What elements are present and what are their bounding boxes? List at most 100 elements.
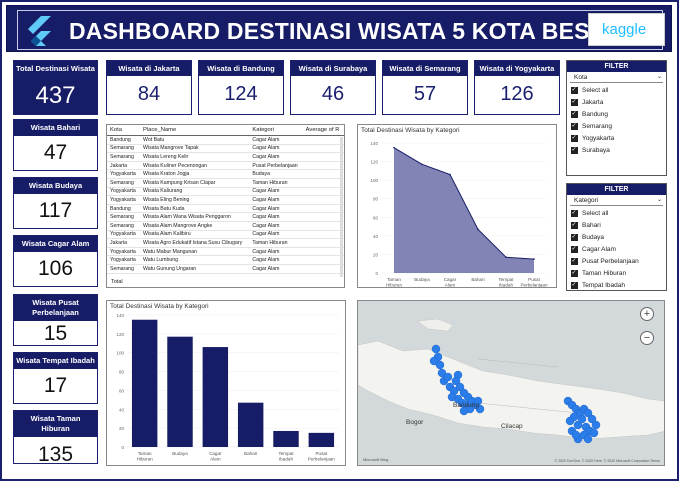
bar[interactable]: [237, 402, 264, 447]
table-row[interactable]: Semarang Watu Gunung Ungaran Cagar Alam: [107, 264, 344, 274]
table-row[interactable]: Jakarta Wisata Agro Edukatif Istana Susu …: [107, 238, 344, 248]
kpi-card-wisata-di-jakarta[interactable]: Wisata di Jakarta 84: [106, 60, 192, 115]
map-point-marker[interactable]: [443, 372, 453, 382]
data-point[interactable]: [393, 146, 395, 149]
table-row[interactable]: Semarang Wisata Alam Wana Wisata Penggaro…: [107, 212, 344, 222]
table-header-cell[interactable]: Kategori: [249, 125, 303, 136]
table-header-cell[interactable]: Average of R: [302, 125, 344, 136]
map-point-marker[interactable]: [577, 414, 587, 424]
bar[interactable]: [308, 432, 335, 447]
filter-kota-option[interactable]: Semarang: [567, 120, 666, 132]
filter-kota[interactable]: FILTER Kota ⌄ Select all Jakarta Bandung Se…: [566, 60, 667, 176]
map-canvas[interactable]: [358, 301, 665, 466]
filter-kota-option[interactable]: Surabaya: [567, 144, 666, 156]
checkbox-checked-icon[interactable]: [571, 209, 578, 217]
kpi-card-wisata-bahari[interactable]: Wisata Bahari 47: [13, 119, 98, 171]
table-row[interactable]: Jakarta Wisata Kuliner Pecenongan Pusat Pe…: [107, 161, 344, 171]
table-row[interactable]: Yogyakarta Wisata Alam Kalibiru Cagar Alam: [107, 230, 344, 240]
bar[interactable]: [273, 430, 299, 447]
map-point-marker[interactable]: [583, 408, 593, 418]
checkbox-checked-icon[interactable]: [571, 257, 578, 265]
checkbox-checked-icon[interactable]: [571, 281, 578, 289]
bar[interactable]: [202, 347, 229, 447]
table-row[interactable]: Yogyakarta Watu Mabur Mangunan Cagar Alam: [107, 247, 344, 257]
map-point-marker[interactable]: [591, 420, 601, 430]
map-point-marker[interactable]: [589, 428, 599, 438]
table-row[interactable]: Semarang Wisata Alam Mangrove Angke Cagar …: [107, 221, 344, 231]
filter-kategori-option[interactable]: Cagar Alam: [567, 243, 666, 255]
map-point-marker[interactable]: [587, 414, 597, 424]
checkbox-checked-icon[interactable]: [571, 221, 578, 229]
table-row[interactable]: Semarang Wisata Lereng Kelir Cagar Alam: [107, 152, 344, 162]
checkbox-checked-icon[interactable]: [571, 233, 578, 241]
table-row[interactable]: Yogyakarta Wisata Eling Bening Cagar Alam: [107, 195, 344, 205]
filter-kota-option[interactable]: Jakarta: [567, 96, 666, 108]
filter-kategori-option[interactable]: Select all: [567, 207, 666, 219]
places-table-card[interactable]: Kota Place_Name Kategori Average of R Bandu…: [106, 124, 345, 288]
table-header-cell[interactable]: Kota: [107, 125, 141, 136]
table-row[interactable]: Bandung Wot Batu Cagar Alam: [107, 135, 344, 145]
map-point-marker[interactable]: [583, 434, 593, 444]
filter-kategori-option[interactable]: Pusat Perbelanjaan: [567, 255, 666, 267]
filter-kota-option[interactable]: Bandung: [567, 108, 666, 120]
map-point-marker[interactable]: [431, 344, 441, 354]
kpi-card-wisata-di-surabaya[interactable]: Wisata di Surabaya 46: [290, 60, 376, 115]
checkbox-checked-icon[interactable]: [571, 269, 578, 277]
map-point-marker[interactable]: [455, 382, 465, 392]
map-card[interactable]: Bogor Bandung Cilacap + − Microsoft Bing…: [357, 300, 665, 466]
bar[interactable]: [131, 319, 158, 447]
data-point[interactable]: [533, 258, 535, 260]
area-chart-card[interactable]: Total Destinasi Wisata by Kategori 0 20 40…: [357, 124, 557, 288]
map-point-marker[interactable]: [473, 396, 483, 406]
checkbox-checked-icon[interactable]: [571, 134, 578, 142]
data-point[interactable]: [421, 163, 423, 166]
map-point-marker[interactable]: [447, 392, 457, 402]
filter-kategori-option[interactable]: Bahari: [567, 219, 666, 231]
kpi-card-wisata-di-yogyakarta[interactable]: Wisata di Yogyakarta 126: [474, 60, 560, 115]
bar[interactable]: [167, 336, 193, 447]
data-point[interactable]: [477, 228, 479, 231]
kpi-card-wisata-di-bandung[interactable]: Wisata di Bandung 124: [198, 60, 284, 115]
table-row[interactable]: Yogyakarta Wisata Kaliurang Cagar Alam: [107, 187, 344, 197]
checkbox-checked-icon[interactable]: [571, 146, 578, 154]
checkbox-checked-icon[interactable]: [571, 122, 578, 130]
filter-kategori-option[interactable]: Budaya: [567, 231, 666, 243]
map-point-marker[interactable]: [451, 376, 461, 386]
bar-chart-card[interactable]: Total Destinasi Wisata by Kategori 0 20 40…: [106, 300, 346, 466]
table-row[interactable]: Semarang Wisata Kampung Krisan Clapar Tama…: [107, 178, 344, 188]
checkbox-checked-icon[interactable]: [571, 110, 578, 118]
filter-kategori-option[interactable]: Tempat Ibadah: [567, 279, 666, 291]
checkbox-checked-icon[interactable]: [571, 86, 578, 94]
table-scrollbar[interactable]: [340, 137, 343, 277]
filter-kategori-option[interactable]: Taman Hiburan: [567, 267, 666, 279]
map-point-marker[interactable]: [571, 430, 581, 440]
map-point-marker[interactable]: [429, 356, 439, 366]
table-row[interactable]: Yogyakarta Wisata Kraton Jogja Budaya: [107, 169, 344, 179]
kpi-card-total-destinasi-wisata[interactable]: Total Destinasi Wisata 437: [13, 60, 98, 115]
kpi-card-wisata-taman-hiburan[interactable]: Wisata Taman Hiburan 135: [13, 410, 98, 466]
filter-kota-option[interactable]: Yogyakarta: [567, 132, 666, 144]
map-point-marker[interactable]: [459, 388, 469, 398]
zoom-in-button[interactable]: +: [640, 307, 654, 321]
kpi-card-wisata-cagar-alam[interactable]: Wisata Cagar Alam 106: [13, 235, 98, 287]
map-point-marker[interactable]: [435, 360, 445, 370]
kpi-card-wisata-tempat-ibadah[interactable]: Wisata Tempat Ibadah 17: [13, 352, 98, 404]
checkbox-checked-icon[interactable]: [571, 245, 578, 253]
data-point[interactable]: [449, 173, 451, 176]
filter-kota-dropdown[interactable]: Kota ⌄: [570, 73, 663, 83]
zoom-out-button[interactable]: −: [640, 331, 654, 345]
map-point-marker[interactable]: [459, 406, 469, 416]
filter-kategori[interactable]: FILTER Kategori ⌄ Select all Bahari Budaya…: [566, 183, 667, 291]
filter-kota-option[interactable]: Select all: [567, 84, 666, 96]
checkbox-checked-icon[interactable]: [571, 98, 578, 106]
table-row[interactable]: Yogyakarta Watu Lumbung Cagar Alam: [107, 255, 344, 265]
map-point-marker[interactable]: [437, 368, 447, 378]
kpi-card-wisata-pusat-perbelanjaan[interactable]: Wisata Pusat Perbelanjaan 15: [13, 294, 98, 346]
map-point-marker[interactable]: [565, 416, 575, 426]
map-point-marker[interactable]: [475, 404, 485, 414]
kpi-card-wisata-di-semarang[interactable]: Wisata di Semarang 57: [382, 60, 468, 115]
table-header-cell[interactable]: Place_Name: [140, 125, 250, 136]
kpi-card-wisata-budaya[interactable]: Wisata Budaya 117: [13, 177, 98, 229]
table-row[interactable]: Semarang Wisata Mangrove Tapak Cagar Alam: [107, 144, 344, 154]
data-point[interactable]: [505, 256, 507, 259]
